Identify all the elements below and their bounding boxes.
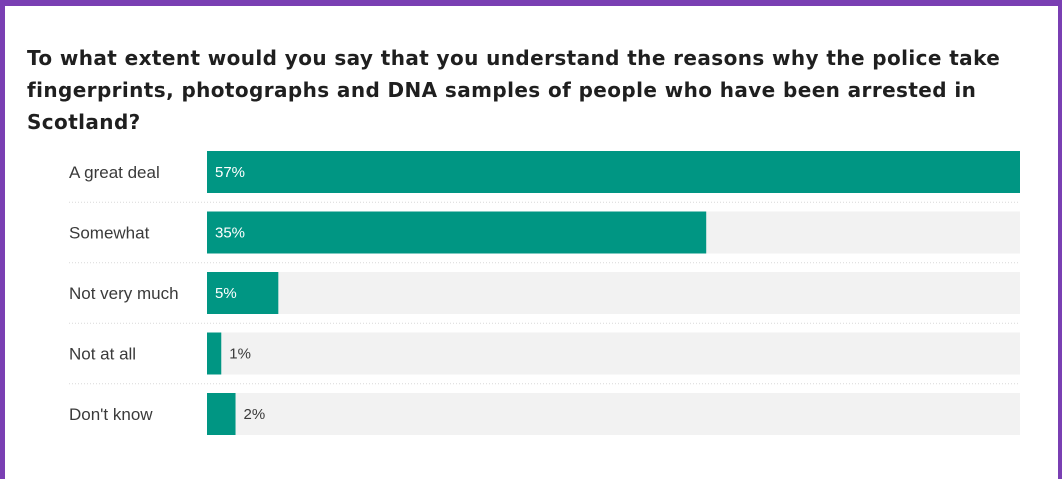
chart-rows: A great deal 57% Somewhat 35% Not very much 5… (69, 151, 1020, 435)
category-label: Not at all (69, 345, 136, 364)
value-label: 57% (215, 164, 245, 181)
bar (207, 211, 707, 254)
value-label: 35% (215, 225, 245, 242)
category-label: Don't know (69, 405, 153, 424)
bar-track (207, 393, 1020, 435)
bar-track (207, 332, 1020, 375)
category-label: Somewhat (69, 224, 150, 243)
category-label: A great deal (69, 163, 160, 182)
chart-title: To what extent would you say that you un… (27, 46, 1001, 134)
bar (207, 151, 1020, 193)
bar-track (207, 272, 1020, 314)
bar (207, 272, 279, 314)
value-label: 5% (215, 285, 237, 302)
bar (207, 332, 222, 375)
value-label: 2% (244, 406, 266, 423)
bar (207, 393, 236, 435)
category-label: Not very much (69, 284, 179, 303)
value-label: 1% (229, 346, 251, 363)
